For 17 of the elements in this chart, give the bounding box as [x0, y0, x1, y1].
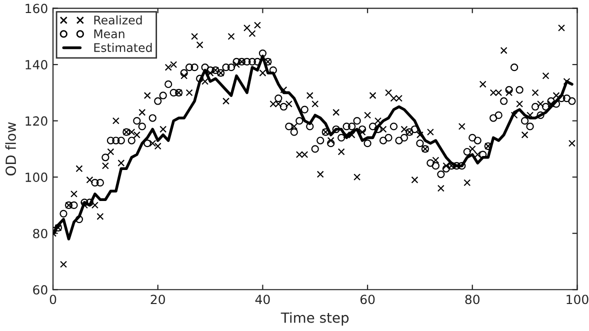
x-axis-title: Time step [280, 312, 349, 326]
x-tick-label: 0 [50, 294, 56, 304]
y-axis-title: OD flow [5, 122, 16, 176]
legend-label: Mean [94, 30, 124, 38]
x-tick-label: 40 [255, 294, 270, 304]
x-tick-label: 100 [566, 294, 588, 304]
y-tick-label: 140 [26, 60, 48, 70]
y-tick-label: 60 [33, 285, 48, 295]
y-tick-label: 80 [33, 228, 48, 238]
y-tick-label: 100 [26, 172, 48, 182]
x-tick-label: 20 [150, 294, 165, 304]
x-tick-label: 60 [360, 294, 375, 304]
legend-label: Estimated [94, 42, 152, 52]
y-tick-label: 120 [26, 116, 48, 126]
x-tick-label: 80 [465, 294, 480, 304]
legend-label: Realized [94, 15, 142, 24]
y-tick-label: 160 [26, 4, 48, 14]
